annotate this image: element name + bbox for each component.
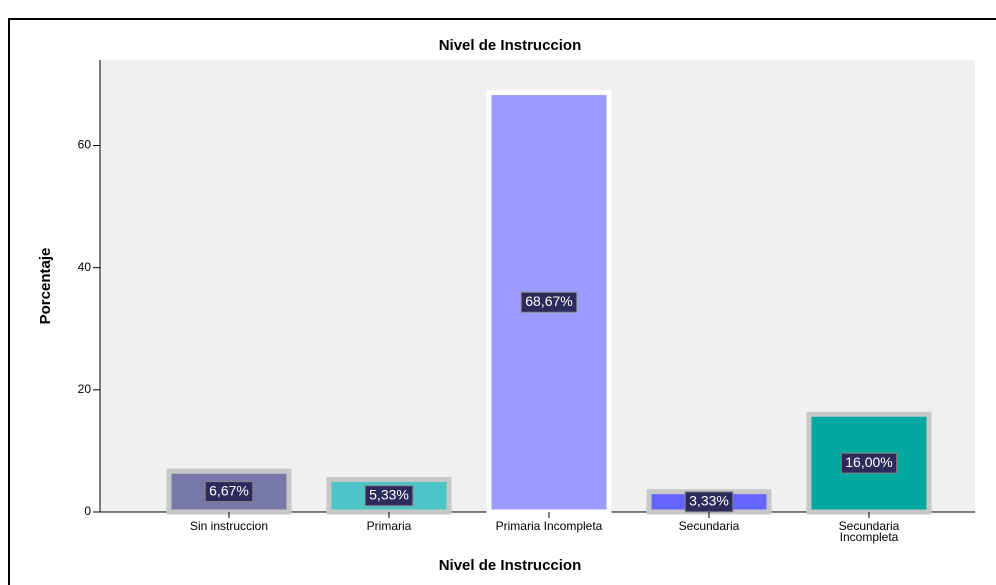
value-label-box (684, 491, 734, 513)
y-tick-label: 60 (78, 138, 92, 152)
value-label: 16,00% (845, 454, 892, 470)
value-label: 5,33% (369, 486, 409, 502)
value-label-box (520, 291, 578, 313)
x-tick-label: Secundaria Incompleta (838, 519, 900, 544)
y-tick-label: 40 (78, 260, 92, 274)
chart-title: Nivel de Instruccion (439, 37, 582, 54)
value-label: 3,33% (689, 493, 729, 509)
x-tick-label: Sin instruccion (189, 519, 269, 533)
bar (166, 468, 292, 515)
value-label-box (204, 481, 254, 503)
y-tick-label: 20 (78, 382, 92, 396)
value-label: 6,67% (209, 482, 249, 498)
value-label: 68,67% (525, 293, 572, 309)
y-tick-label: 0 (84, 504, 91, 518)
x-tick-label: Primaria (366, 519, 412, 533)
x-axis-label: Nivel de Instruccion (439, 557, 582, 574)
x-tick-label: Primaria Incompleta (495, 519, 603, 533)
value-label-box (840, 452, 898, 474)
y-axis-label: Porcentaje (37, 248, 54, 325)
value-label-box (364, 485, 414, 507)
bar (326, 476, 452, 515)
x-tick-label: Secundaria (678, 519, 740, 533)
